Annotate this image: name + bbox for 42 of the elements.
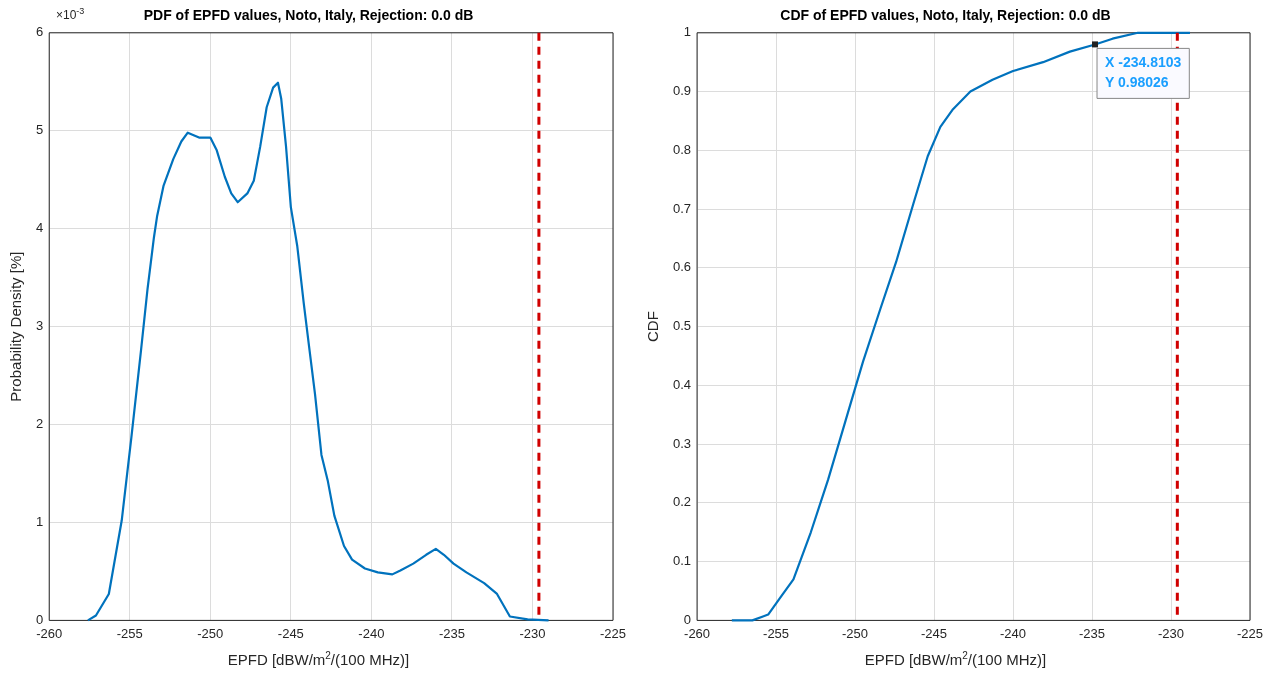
y-tick-label: 0.6 (672, 259, 692, 275)
y-tick-label: 3 (36, 318, 44, 334)
x-axis-title: EPFD [dBW/m$^{2}$/(100 MHz)] (863, 650, 1048, 668)
x-tick-label: -250 (842, 625, 869, 641)
y-tick-label: 0.1 (672, 553, 692, 569)
y-tick-label: 5 (36, 122, 44, 138)
x-tick-label: -235 (1079, 625, 1106, 641)
x-tick-label: -230 (519, 625, 546, 641)
y-tick-label: 0.5 (672, 318, 692, 334)
text: ×10$^{-3}$ (56, 6, 85, 22)
y-axis-title: Probability Density [%] (7, 251, 25, 402)
x-tick-label: -240 (358, 625, 385, 641)
y-tick-label: 0 (36, 611, 44, 627)
x-tick-label: -260 (36, 625, 63, 641)
y-tick-label: 2 (36, 416, 44, 432)
y-tick-label: 0.7 (672, 200, 692, 216)
x-tick-label: -255 (116, 625, 143, 641)
x-tick-label: -260 (684, 625, 711, 641)
y-tick-label: 0.2 (672, 494, 692, 510)
y-tick-label: 0.4 (672, 376, 692, 392)
y-tick-label: 6 (36, 24, 44, 40)
x-tick-label: -225 (1236, 625, 1264, 641)
x-axis-title: EPFD [dBW/m$^{2}$/(100 MHz)] (226, 650, 411, 668)
y-tick-label: 0.8 (672, 141, 692, 157)
x-tick-label: -245 (277, 625, 304, 641)
chart-title: PDF of EPFD values, Noto, Italy, Rejection: 0.0 dB (143, 7, 474, 24)
y-tick-label: 4 (36, 220, 44, 236)
x-tick-label: -235 (438, 625, 465, 641)
y-tick-label: 0.3 (672, 435, 692, 451)
annotation: X -234.8103 Y 0.98026 (1105, 54, 1182, 91)
y-tick-label: 1 (683, 24, 692, 40)
x-tick-label: -255 (763, 625, 790, 641)
x-tick-label: -240 (1000, 625, 1027, 641)
y-tick-label: 0.9 (672, 83, 692, 99)
y-tick-label: 1 (36, 514, 44, 530)
chart-title: CDF of EPFD values, Noto, Italy, Rejection: 0.0 dB (780, 7, 1111, 24)
x-tick-label: -225 (599, 625, 627, 641)
x-tick-label: -250 (197, 625, 224, 641)
y-axis-title: CDF (644, 311, 662, 343)
y-tick-label: 0 (683, 611, 692, 627)
x-tick-label: -245 (921, 625, 948, 641)
x-tick-label: -230 (1157, 625, 1185, 641)
